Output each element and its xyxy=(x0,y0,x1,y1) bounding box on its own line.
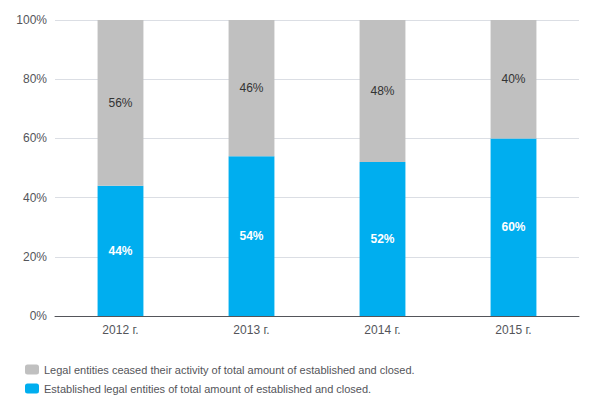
svg-text:100%: 100% xyxy=(16,13,47,27)
svg-text:40%: 40% xyxy=(501,72,525,86)
svg-text:Legal entities ceased their ac: Legal entities ceased their activity of … xyxy=(44,364,415,376)
svg-text:2015 г.: 2015 г. xyxy=(495,323,531,337)
svg-text:60%: 60% xyxy=(23,131,47,145)
svg-text:54%: 54% xyxy=(239,229,263,243)
svg-text:44%: 44% xyxy=(108,244,132,258)
svg-text:60%: 60% xyxy=(501,220,525,234)
svg-text:80%: 80% xyxy=(23,72,47,86)
svg-text:0%: 0% xyxy=(30,309,48,323)
svg-text:56%: 56% xyxy=(108,96,132,110)
svg-text:40%: 40% xyxy=(23,191,47,205)
svg-text:2013 г.: 2013 г. xyxy=(233,323,269,337)
svg-text:48%: 48% xyxy=(370,84,394,98)
svg-text:2014 г.: 2014 г. xyxy=(364,323,400,337)
svg-text:52%: 52% xyxy=(370,232,394,246)
svg-text:2012 г.: 2012 г. xyxy=(102,323,138,337)
svg-text:20%: 20% xyxy=(23,250,47,264)
svg-text:46%: 46% xyxy=(239,81,263,95)
svg-text:Established legal entities of: Established legal entities of total amou… xyxy=(44,383,371,395)
